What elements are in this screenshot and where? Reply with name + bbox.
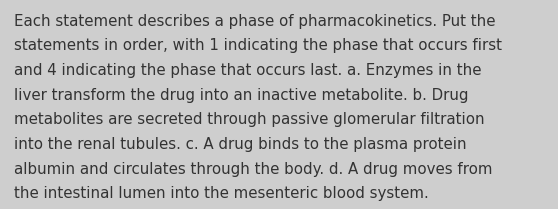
Text: the intestinal lumen into the mesenteric blood system.: the intestinal lumen into the mesenteric…: [14, 186, 429, 201]
Text: liver transform the drug into an inactive metabolite. b. Drug: liver transform the drug into an inactiv…: [14, 88, 469, 103]
Text: and 4 indicating the phase that occurs last. a. Enzymes in the: and 4 indicating the phase that occurs l…: [14, 63, 482, 78]
Text: into the renal tubules. c. A drug binds to the plasma protein: into the renal tubules. c. A drug binds …: [14, 137, 466, 152]
Text: statements in order, with 1 indicating the phase that occurs first: statements in order, with 1 indicating t…: [14, 38, 502, 53]
Text: Each statement describes a phase of pharmacokinetics. Put the: Each statement describes a phase of phar…: [14, 14, 496, 29]
Text: albumin and circulates through the body. d. A drug moves from: albumin and circulates through the body.…: [14, 162, 493, 177]
Text: metabolites are secreted through passive glomerular filtration: metabolites are secreted through passive…: [14, 112, 484, 127]
